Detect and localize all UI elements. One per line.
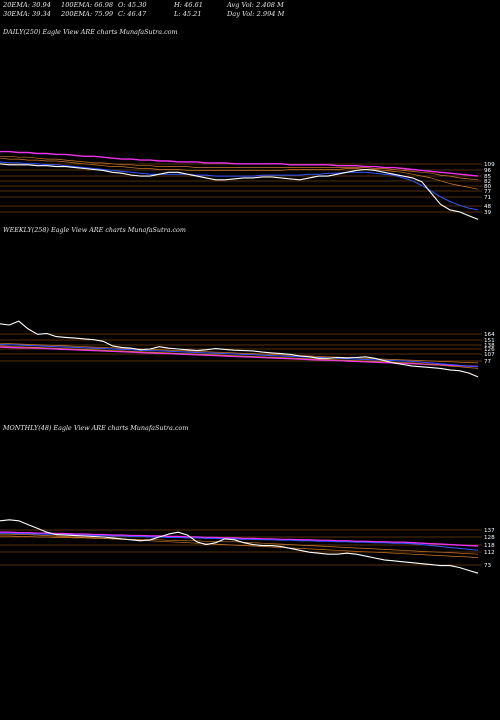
daily-tick-label: 77 [484,189,492,195]
weekly-ema-line-2 [0,345,479,369]
ema30-value: 30EMA: 39.34 [3,10,51,18]
high-value: H: 46.61 [174,1,203,9]
daily-ema-line-1 [0,161,479,211]
monthly-ema-line-2 [0,533,479,558]
weekly-tick-label: 164 [484,332,495,338]
daily-tick-label: 48 [484,204,492,210]
daily-tick-label: 71 [484,195,492,201]
weekly-tick-label: 107 [484,352,495,358]
ema100-value: 100EMA: 66.98 [61,1,114,9]
weekly-tick-label: 126 [484,347,495,353]
weekly-tick-label: 77 [484,359,492,365]
weekly-price-line [0,320,479,378]
daily-tick-label: 85 [484,174,492,180]
daily-tick-label: 109 [484,162,495,168]
open-value: O: 45.30 [118,1,147,9]
daily-tick-label: 82 [484,179,491,185]
weekly-panel-title: WEEKLY(258) Eagle View ARE charts Munafa… [3,226,186,234]
daily-tick-label: 96 [484,168,492,174]
daily-ema-line-4 [0,150,479,177]
header-row-1: 20EMA: 30.94 100EMA: 66.98 O: 45.30 H: 4… [3,1,284,10]
weekly-ema-line-3 [0,342,479,364]
weekly-ema-line-4 [0,346,479,368]
avg-vol-value: Avg Vol: 2.408 M [227,1,284,9]
monthly-tick-label: 137 [484,528,495,534]
monthly-panel-title: MONTHLY(48) Eagle View ARE charts Munafa… [3,424,189,432]
header-row-2: 30EMA: 39.34 200EMA: 75.99 C: 46.47 L: 4… [3,10,284,19]
daily-tick-label: 39 [484,210,492,216]
monthly-price-line [0,519,479,574]
daily-ema-line-2 [0,157,479,190]
close-value: C: 46.47 [118,10,147,18]
monthly-tick-label: 112 [484,550,495,556]
daily-price-line [0,163,479,220]
weekly-tick-label: 138 [484,343,495,349]
monthly-ema-line-3 [0,535,479,555]
weekly-tick-label: 151 [484,338,495,344]
daily-tick-label: 80 [484,184,492,190]
monthly-tick-label: 128 [484,535,495,541]
header-stats: 20EMA: 30.94 100EMA: 66.98 O: 45.30 H: 4… [3,1,284,19]
day-vol-value: Day Vol: 2.994 M [227,10,285,18]
monthly-ema-line-4 [0,531,479,547]
ema20-value: 20EMA: 30.94 [3,1,51,9]
daily-panel-title: DAILY(250) Eagle View ARE charts MunafaS… [3,28,178,36]
monthly-tick-label: 118 [484,543,495,549]
ema200-value: 200EMA: 75.99 [61,10,114,18]
low-value: L: 45.21 [174,10,202,18]
monthly-tick-label: 73 [484,563,492,569]
weekly-ema-line-1 [0,343,479,368]
monthly-ema-line-1 [0,532,479,551]
daily-ema-line-3 [0,155,479,181]
